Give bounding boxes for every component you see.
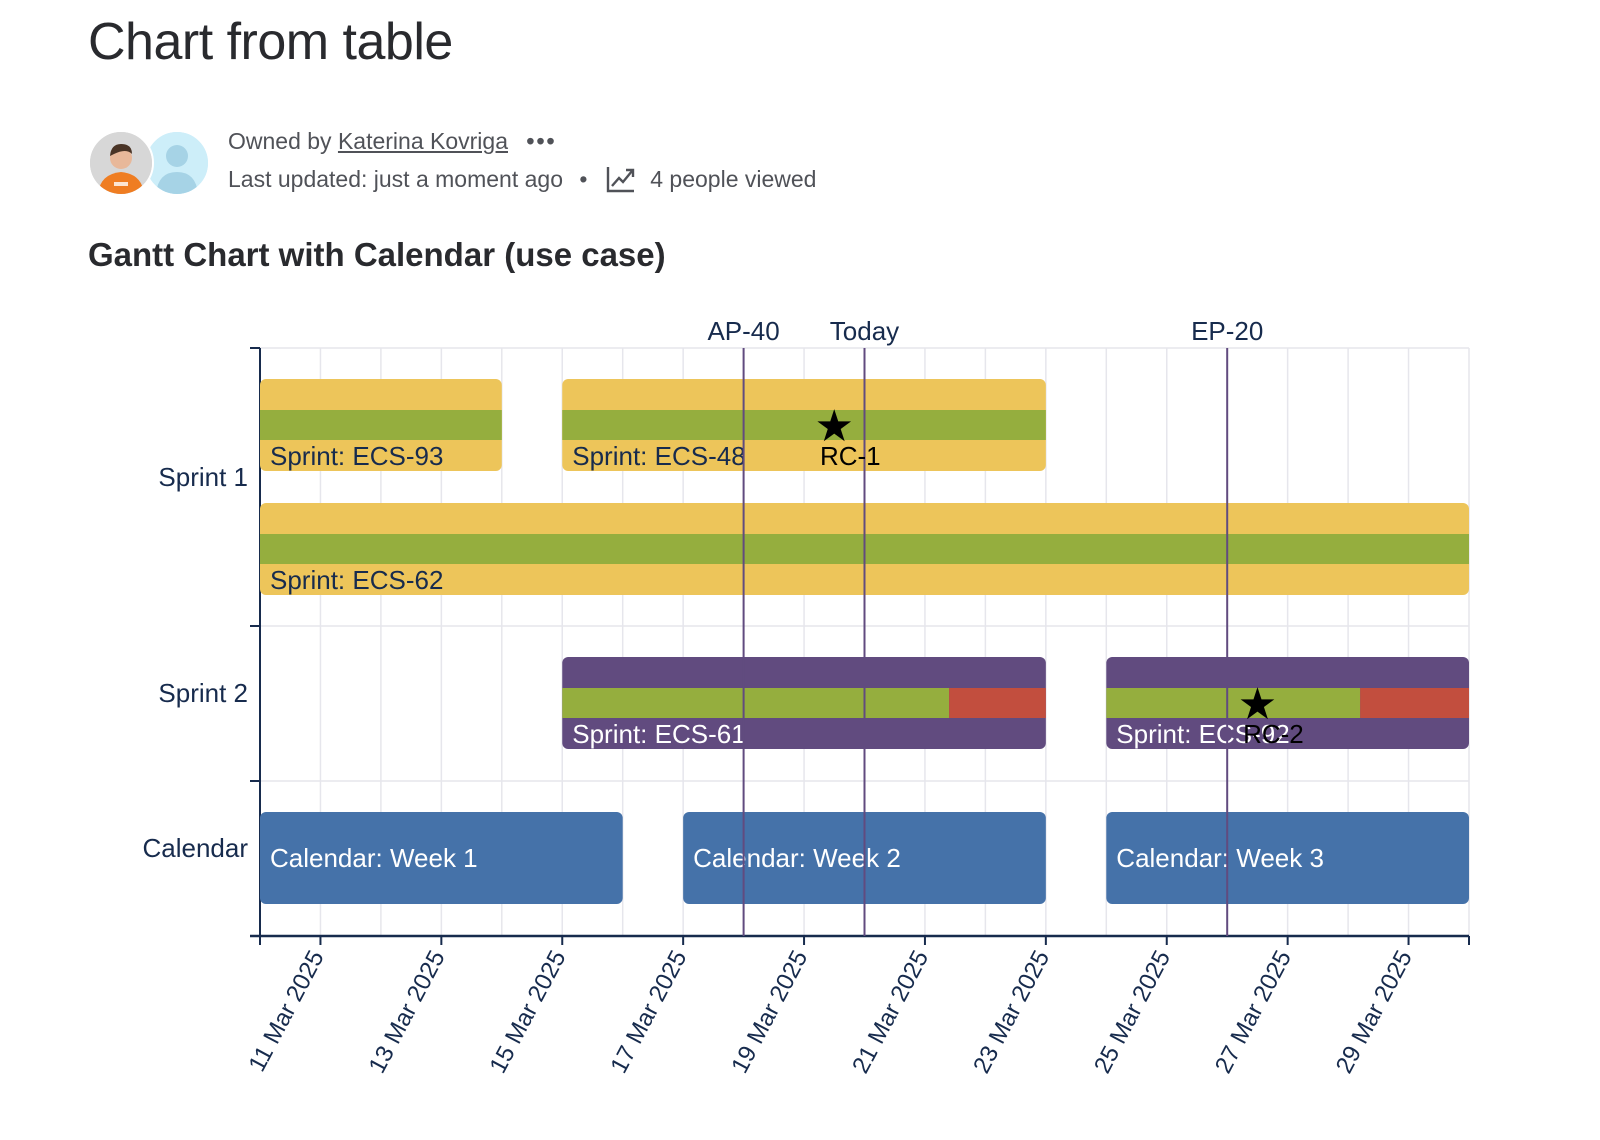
task-label: Sprint: ECS-48 [572, 441, 745, 471]
marker-layer: AP-40 Today EP-20 [707, 316, 1263, 936]
task-label: Calendar: Week 1 [270, 843, 478, 873]
task-bar: Calendar: Week 1 [260, 812, 623, 904]
milestone-label: RC-2 [1243, 719, 1304, 749]
milestone-star-icon: ★ [815, 402, 854, 451]
chart-section-title: Gantt Chart with Calendar (use case) [88, 236, 666, 273]
separator-dot: • [579, 166, 588, 192]
owner-avatar[interactable] [88, 130, 154, 196]
more-actions-button[interactable]: ••• [526, 128, 557, 154]
y-category-label: Sprint 1 [158, 462, 248, 492]
owner-line: Owned by Katerina Kovriga ••• [228, 128, 557, 155]
task-bar: Sprint: ECS-93 [260, 379, 502, 471]
owner-name-link[interactable]: Katerina Kovriga [337, 128, 508, 154]
page-title: Chart from table [88, 13, 453, 71]
task-progress-done [562, 688, 950, 718]
milestone-label: RC-1 [820, 441, 881, 471]
x-tick-label: 13 Mar 2025 [364, 946, 451, 1078]
task-label: Sprint: ECS-62 [270, 565, 443, 595]
task-progress-done [1106, 688, 1361, 718]
task-bar: Sprint: ECS-48 [562, 379, 1046, 471]
task-label: Sprint: ECS-61 [572, 719, 745, 749]
x-tick-label: 15 Mar 2025 [484, 946, 571, 1078]
updated-line: Last updated: just a moment ago • 4 peop… [228, 165, 816, 199]
last-updated-text: Last updated: just a moment ago [228, 166, 563, 192]
task-progress-done [260, 410, 502, 440]
person-photo-icon [90, 132, 152, 194]
task-bar: Sprint: ECS-92 [1106, 657, 1469, 749]
task-progress-done [562, 410, 1046, 440]
task-bar: Calendar: Week 3 [1106, 812, 1469, 904]
owned-by-label: Owned by [228, 128, 332, 154]
milestone-layer: ★RC-1★RC-2 [815, 402, 1304, 749]
page-byline: Owned by Katerina Kovriga ••• Last updat… [88, 128, 988, 198]
x-tick-label: 19 Mar 2025 [726, 946, 813, 1078]
x-tick-label: 25 Mar 2025 [1089, 946, 1176, 1078]
x-tick-label: 21 Mar 2025 [847, 946, 934, 1078]
task-bar-body [260, 812, 623, 904]
views-count-link[interactable]: 4 people viewed [650, 166, 817, 192]
gantt-chart: 11 Mar 2025 13 Mar 2025 15 Mar 2025 17 Mar … [142, 316, 1470, 1078]
task-label: Sprint: ECS-93 [270, 441, 443, 471]
y-category-label: Calendar [142, 833, 248, 863]
marker-label: EP-20 [1191, 316, 1263, 346]
marker-label: AP-40 [707, 316, 779, 346]
task-progress-remaining [949, 688, 1046, 718]
task-label: Calendar: Week 2 [693, 843, 901, 873]
milestone-star-icon: ★ [1238, 680, 1277, 729]
x-tick-label: 11 Mar 2025 [243, 946, 329, 1076]
task-label: Sprint: ECS-92 [1116, 719, 1289, 749]
task-progress-remaining [1360, 688, 1469, 718]
task-label: Calendar: Week 3 [1116, 843, 1324, 873]
viewer-avatar[interactable] [144, 130, 210, 196]
x-tick-label: 23 Mar 2025 [968, 946, 1055, 1078]
x-tick-label: 29 Mar 2025 [1331, 946, 1418, 1078]
task-bar: Sprint: ECS-61 [562, 657, 1046, 749]
y-category-label: Sprint 2 [158, 678, 248, 708]
x-tick-label: 17 Mar 2025 [605, 946, 692, 1078]
marker-label: Today [830, 316, 899, 346]
analytics-chart-icon[interactable] [606, 165, 636, 199]
x-tick-label: 27 Mar 2025 [1210, 946, 1297, 1078]
default-user-icon [146, 132, 208, 194]
task-bar-body [1106, 812, 1469, 904]
